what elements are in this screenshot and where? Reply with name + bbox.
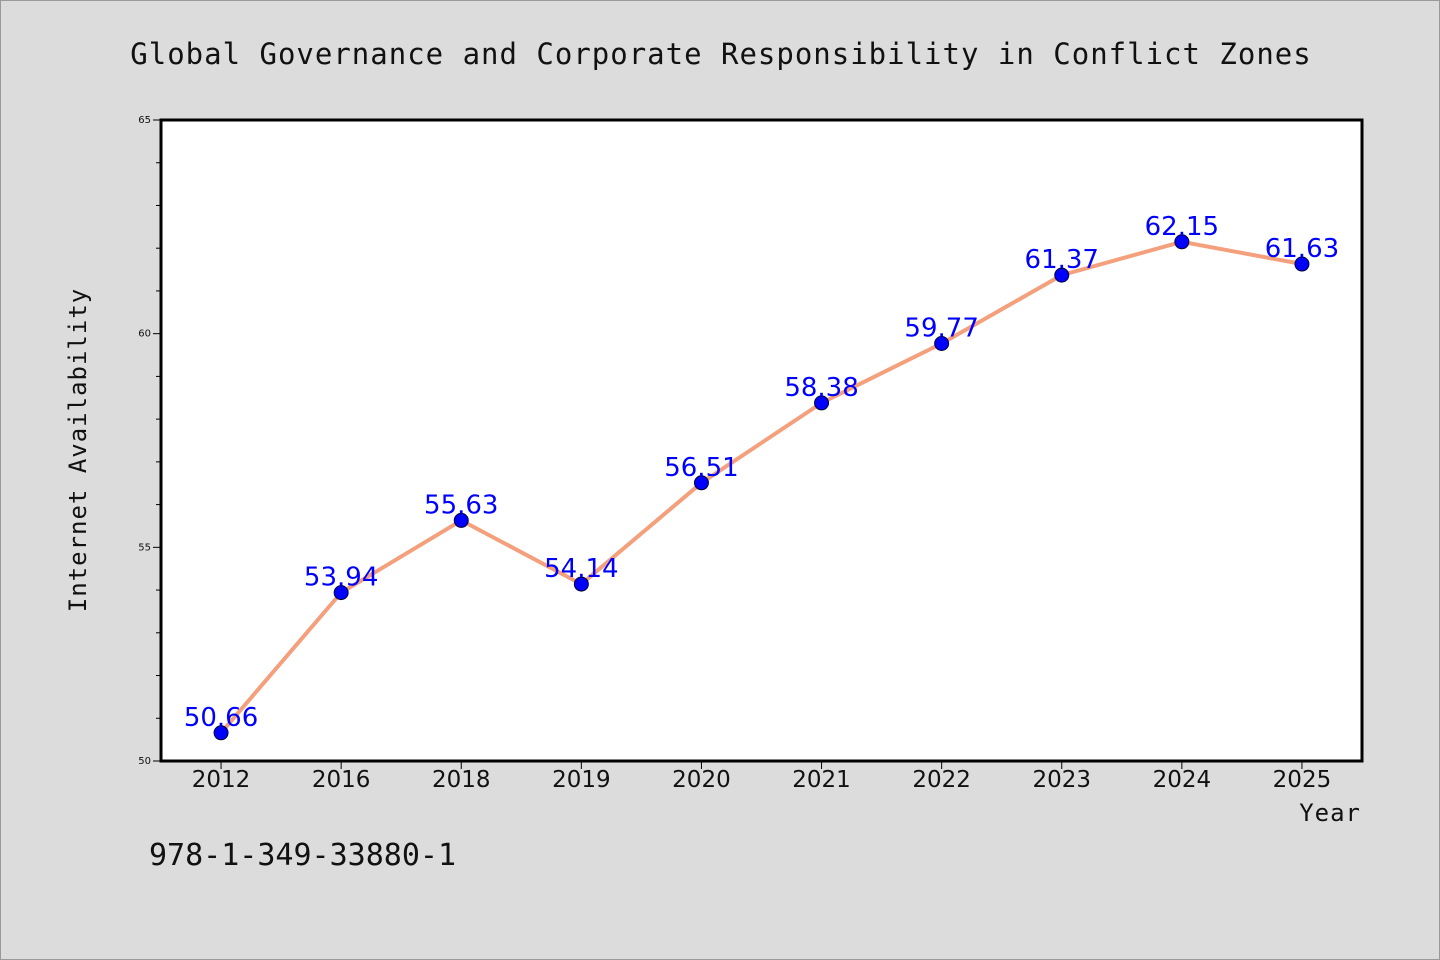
data-point: [1174, 234, 1190, 250]
y-axis: 50 55 60 65: [138, 115, 161, 767]
x-tick-label: 2019: [552, 767, 611, 793]
x-tick-label: 2016: [312, 767, 371, 793]
data-point: [573, 576, 589, 592]
x-tick-label: 2021: [792, 767, 851, 793]
data-point: [934, 335, 950, 351]
series-line: [219, 239, 1304, 735]
data-label: 50.66: [184, 703, 258, 733]
x-tick-label: 2022: [912, 767, 971, 793]
data-point: [213, 725, 229, 741]
data-label: 62.15: [1145, 212, 1219, 242]
data-point: [1294, 256, 1310, 272]
data-label: 53.94: [304, 563, 378, 593]
x-axis-title: Year: [1299, 799, 1361, 827]
y-tick-label: 50: [138, 756, 151, 767]
data-point: [333, 585, 349, 601]
isbn-label: 978-1-349-33880-1: [149, 838, 456, 873]
data-label: 56.51: [664, 453, 738, 483]
series-line-group: [213, 234, 1310, 741]
data-label: 59.77: [904, 313, 978, 343]
x-tick-label: 2025: [1273, 767, 1332, 793]
x-tick-label: 2024: [1153, 767, 1212, 793]
x-tick-label: 2020: [672, 767, 731, 793]
data-point: [814, 395, 830, 411]
data-labels: 50.66 53.94 55.63 54.14 56.51 58.38 59.77 61.37…: [184, 212, 1339, 733]
data-label: 58.38: [784, 373, 858, 403]
data-label: 55.63: [424, 490, 498, 520]
x-axis: 2012 2016 2018 2019 2020 2021 2022 2023 2024 2025: [192, 761, 1331, 793]
y-axis-title: Internet Availability: [64, 288, 92, 612]
data-point: [693, 475, 709, 491]
data-point: [453, 512, 469, 528]
x-tick-label: 2023: [1032, 767, 1091, 793]
y-tick-label: 60: [138, 329, 151, 340]
data-point: [1054, 267, 1070, 283]
y-tick-label: 65: [138, 115, 151, 126]
x-tick-label: 2018: [432, 767, 491, 793]
data-label: 61.37: [1025, 245, 1099, 275]
x-tick-label: 2012: [192, 767, 251, 793]
y-tick-label: 55: [138, 542, 151, 553]
data-label: 61.63: [1265, 234, 1339, 264]
chart-title: Global Governance and Corporate Responsi…: [130, 37, 1311, 71]
data-label: 54.14: [544, 554, 618, 584]
